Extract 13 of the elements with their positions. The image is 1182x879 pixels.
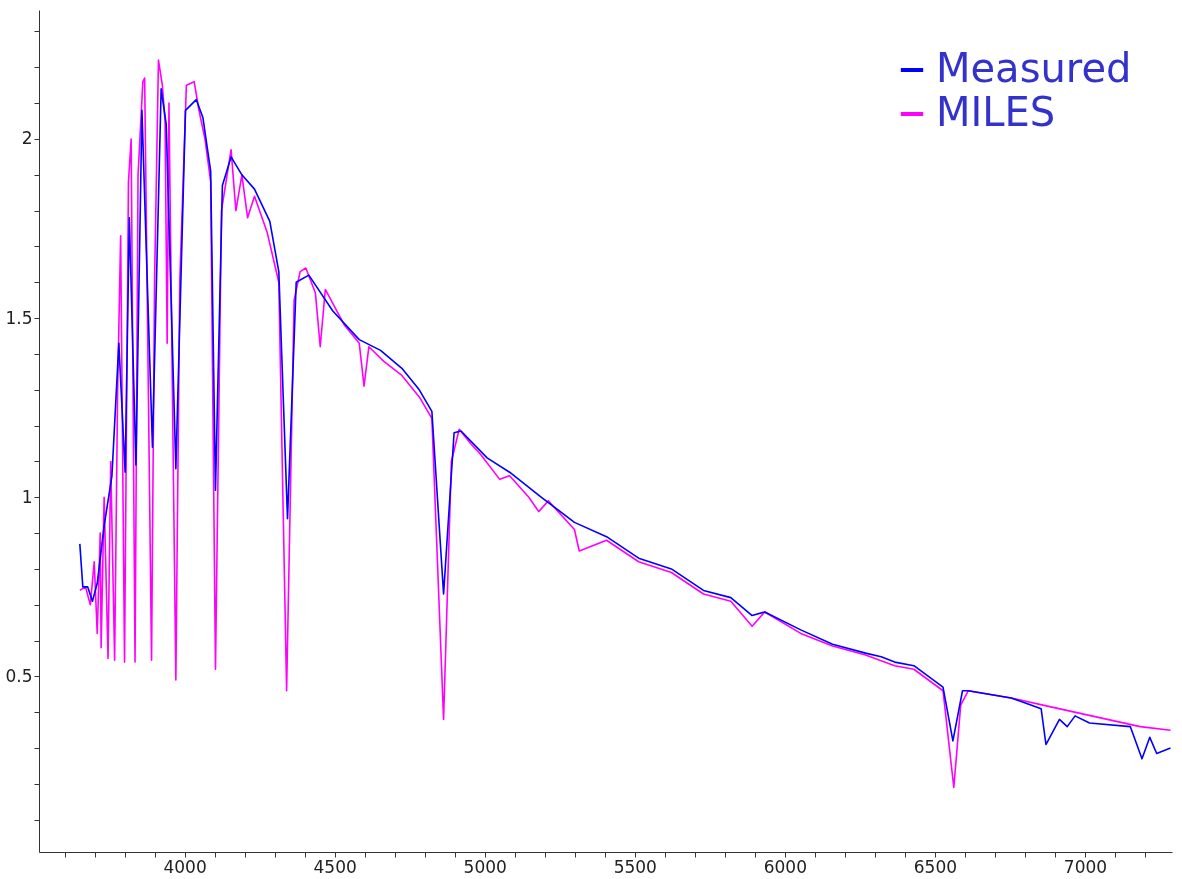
- legend-label: MILES: [936, 89, 1056, 135]
- legend-label: Measured: [936, 45, 1132, 91]
- x-tick-label: 6000: [763, 856, 807, 877]
- x-tick-label: 4500: [313, 856, 357, 877]
- x-tick-label: 5000: [463, 856, 507, 877]
- y-tick-label: 2: [21, 128, 33, 149]
- x-tick-label: 6500: [913, 856, 958, 877]
- y-tick-label: 1: [21, 486, 33, 507]
- y-tick-label: 1.5: [5, 307, 33, 328]
- x-tick-label: 4000: [163, 856, 207, 877]
- x-tick-label: 5500: [613, 856, 657, 877]
- x-tick-label: 7000: [1063, 856, 1108, 877]
- y-tick-label: 0.5: [5, 665, 33, 686]
